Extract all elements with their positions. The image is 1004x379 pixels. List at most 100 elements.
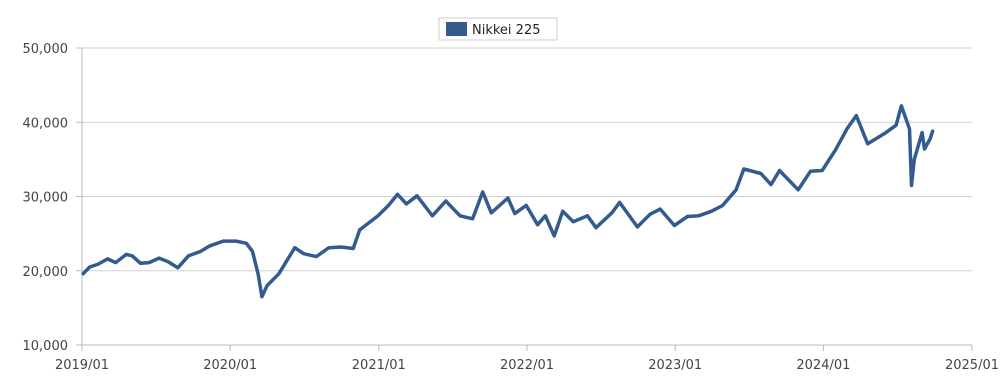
y-tick-label: 50,000 — [23, 42, 69, 57]
data-point — [471, 217, 475, 221]
series-layer — [81, 104, 935, 299]
axes: 10,000 20,000 30,000 40,000 50,000 2019/01 202… — [23, 42, 1000, 373]
data-point — [199, 249, 203, 253]
data-point — [207, 244, 211, 248]
data-point — [124, 252, 128, 256]
data-point — [697, 214, 701, 218]
data-point — [931, 129, 935, 133]
data-point — [339, 245, 343, 249]
data-point — [910, 183, 913, 187]
data-point — [571, 220, 575, 224]
data-point — [561, 209, 565, 213]
data-point — [845, 126, 849, 130]
data-point — [536, 223, 540, 227]
legend[interactable]: Nikkei 225 — [438, 17, 558, 41]
data-point — [923, 147, 926, 151]
data-point — [404, 202, 408, 206]
data-point — [81, 272, 85, 276]
data-point — [594, 226, 598, 230]
data-point — [912, 157, 916, 161]
data-point — [260, 295, 264, 299]
data-point — [648, 212, 652, 216]
data-point — [430, 214, 434, 218]
legend-label-nikkei-225: Nikkei 225 — [472, 23, 541, 38]
data-point — [387, 203, 390, 207]
data-point — [672, 224, 676, 227]
data-point — [396, 192, 399, 196]
data-point — [610, 211, 614, 215]
data-point — [742, 167, 746, 171]
data-point — [894, 123, 898, 127]
data-point — [552, 234, 556, 238]
data-point — [186, 254, 190, 258]
data-point — [481, 190, 485, 194]
data-point — [415, 194, 419, 198]
data-point — [251, 249, 254, 253]
y-tick-label: 30,000 — [23, 191, 69, 206]
data-point — [157, 256, 161, 260]
data-point — [524, 203, 528, 207]
gridlines — [82, 47, 972, 272]
data-point — [834, 148, 838, 152]
data-point — [302, 252, 306, 256]
x-tick-label: 2025/01 — [945, 358, 999, 373]
data-point — [618, 200, 622, 204]
data-point — [908, 127, 911, 131]
x-tick-label: 2021/01 — [352, 358, 406, 373]
data-point — [658, 207, 662, 211]
data-point — [444, 199, 448, 203]
data-point — [458, 214, 462, 218]
data-point — [883, 131, 887, 135]
data-point — [277, 272, 281, 276]
data-point — [314, 255, 318, 259]
data-point — [721, 203, 725, 207]
legend-swatch — [446, 22, 467, 36]
data-point — [635, 225, 639, 229]
data-point — [769, 183, 773, 187]
data-point — [265, 284, 269, 288]
data-point — [327, 246, 331, 250]
data-point — [489, 211, 493, 215]
data-point — [820, 169, 824, 172]
data-point — [543, 214, 547, 218]
data-point — [376, 214, 380, 218]
data-point — [866, 142, 870, 146]
data-point — [513, 212, 517, 216]
data-point — [147, 261, 151, 265]
data-point — [96, 262, 100, 266]
data-point — [586, 214, 589, 218]
data-point — [854, 114, 858, 118]
y-tick-label: 40,000 — [23, 116, 69, 131]
x-tick-label: 2022/01 — [500, 358, 554, 373]
series-line-nikkei-225 — [81, 104, 935, 299]
data-point — [221, 239, 225, 243]
data-point — [244, 241, 248, 245]
x-tick-label: 2020/01 — [203, 358, 257, 373]
x-tick-label: 2019/01 — [55, 358, 109, 373]
data-point — [176, 266, 180, 270]
data-point — [88, 265, 92, 269]
data-point — [166, 260, 170, 264]
y-tick-label: 20,000 — [23, 265, 69, 280]
data-point — [759, 172, 763, 175]
data-point — [928, 137, 932, 141]
data-point — [293, 246, 297, 250]
x-tick-label: 2024/01 — [796, 358, 850, 373]
data-point — [778, 169, 781, 172]
data-point — [899, 104, 903, 108]
data-point — [685, 215, 689, 218]
data-point — [734, 188, 738, 192]
data-point — [506, 196, 510, 200]
y-tick-label: 10,000 — [23, 339, 69, 354]
data-point — [920, 131, 924, 135]
data-point — [358, 228, 362, 232]
data-point — [808, 169, 812, 173]
data-point — [106, 257, 110, 261]
x-tick-label: 2023/01 — [648, 358, 702, 373]
data-point — [709, 209, 713, 213]
legend-box — [438, 17, 558, 41]
data-point — [139, 261, 142, 265]
data-point — [114, 261, 118, 265]
